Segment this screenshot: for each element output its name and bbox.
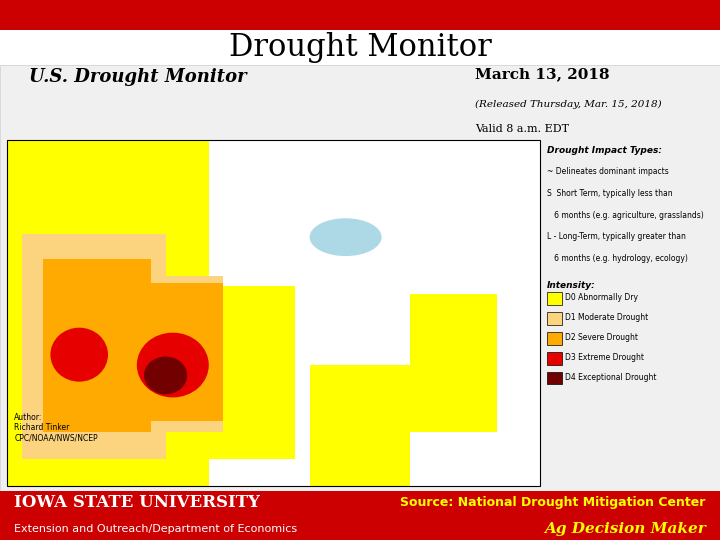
Text: Intensity:: Intensity: [547, 281, 596, 290]
Bar [209, 286, 295, 459]
Text: (Released Thursday, Mar. 15, 2018): (Released Thursday, Mar. 15, 2018) [475, 100, 662, 109]
Bar [137, 283, 223, 421]
Bar [22, 234, 166, 459]
Text: 6 months (e.g. hydrology, ecology): 6 months (e.g. hydrology, ecology) [547, 254, 688, 263]
Ellipse shape [144, 356, 187, 394]
Text: L - Long-Term, typically greater than: L - Long-Term, typically greater than [547, 232, 686, 241]
Bar [547, 312, 562, 325]
Text: D4 Exceptional Drought: D4 Exceptional Drought [565, 373, 657, 382]
Text: IOWA STATE UNIVERSITY: IOWA STATE UNIVERSITY [14, 494, 260, 511]
Bar [151, 276, 223, 432]
Text: 6 months (e.g. agriculture, grasslands): 6 months (e.g. agriculture, grasslands) [547, 211, 704, 220]
Text: Source: National Drought Mitigation Center: Source: National Drought Mitigation Cent… [400, 496, 706, 509]
Text: Valid 8 a.m. EDT: Valid 8 a.m. EDT [475, 124, 570, 134]
Bar [410, 294, 497, 432]
Bar [0, 491, 720, 540]
Text: Author:
Richard Tinker
CPC/NOAA/NWS/NCEP: Author: Richard Tinker CPC/NOAA/NWS/NCEP [14, 413, 98, 443]
Ellipse shape [310, 218, 382, 256]
Text: D1 Moderate Drought: D1 Moderate Drought [565, 313, 649, 322]
Bar [547, 292, 562, 305]
Bar [7, 140, 540, 486]
Bar [547, 372, 562, 384]
Bar [0, 0, 720, 30]
Bar [547, 352, 562, 365]
Bar [7, 140, 540, 486]
Text: ~ Delineates dominant impacts: ~ Delineates dominant impacts [547, 167, 669, 177]
Text: D3 Extreme Drought: D3 Extreme Drought [565, 353, 644, 362]
Text: Ag Decision Maker: Ag Decision Maker [544, 522, 706, 536]
Polygon shape [7, 140, 209, 486]
Text: D2 Severe Drought: D2 Severe Drought [565, 333, 638, 342]
Bar [310, 365, 410, 486]
Ellipse shape [137, 333, 209, 397]
Text: D0 Abnormally Dry: D0 Abnormally Dry [565, 293, 638, 302]
Text: U.S. Drought Monitor: U.S. Drought Monitor [29, 68, 246, 85]
Text: Drought Impact Types:: Drought Impact Types: [547, 146, 662, 155]
Bar [547, 332, 562, 345]
Bar [43, 259, 151, 432]
Text: Drought Monitor: Drought Monitor [229, 32, 491, 63]
Text: Extension and Outreach/Department of Economics: Extension and Outreach/Department of Eco… [14, 524, 297, 534]
Bar [0, 65, 720, 491]
Ellipse shape [50, 328, 108, 382]
Text: S  Short Term, typically less than: S Short Term, typically less than [547, 189, 672, 198]
Text: March 13, 2018: March 13, 2018 [475, 68, 610, 82]
